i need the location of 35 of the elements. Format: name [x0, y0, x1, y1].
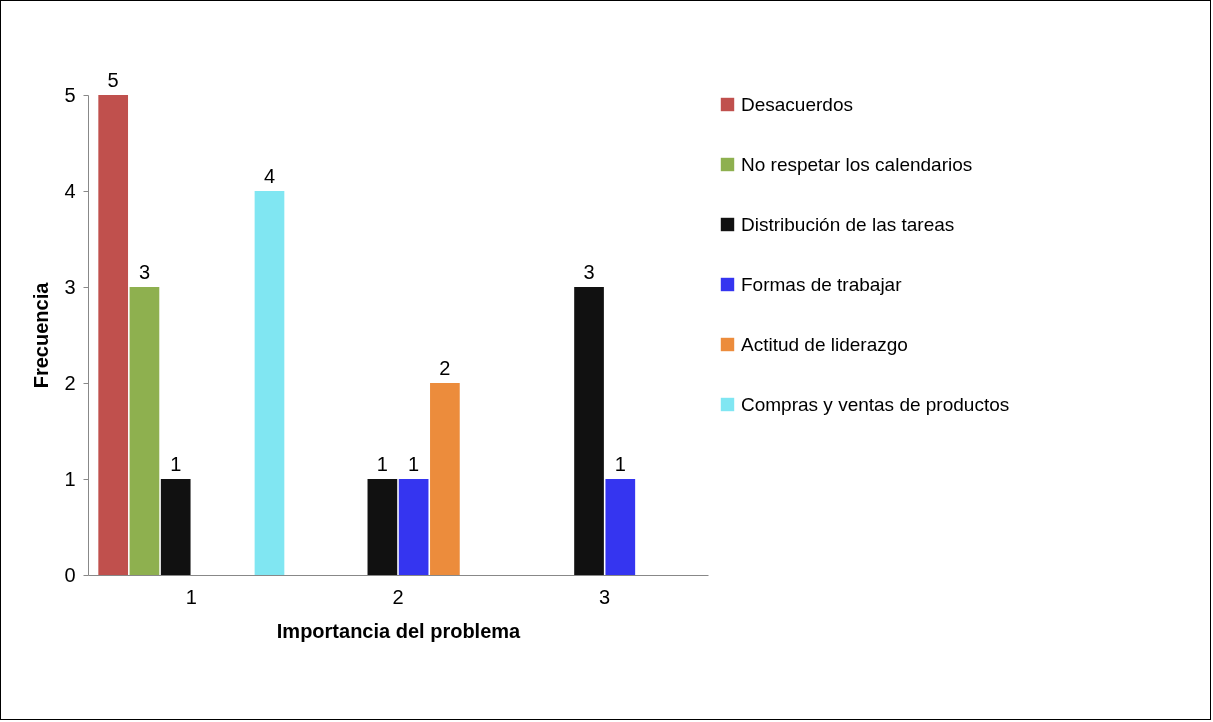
- bar: [98, 95, 129, 575]
- data-label: 1: [170, 453, 182, 475]
- legend-label: No respetar los calendarios: [741, 153, 973, 175]
- y-tick-label: 1: [64, 467, 76, 490]
- bar: [398, 479, 429, 575]
- legend-label: Actitud de liderazgo: [741, 333, 908, 355]
- x-axis-title: Importancia del problema: [276, 619, 522, 642]
- y-tick-label: 3: [64, 275, 76, 298]
- data-label: 1: [408, 453, 420, 475]
- data-label: 3: [138, 261, 151, 283]
- x-tick-label: 1: [185, 585, 197, 608]
- legend-label: Distribución de las tareas: [741, 213, 955, 235]
- bar: [254, 191, 285, 575]
- y-axis-title: Frecuencia: [30, 281, 53, 389]
- bar: [160, 479, 191, 575]
- legend-label: Desacuerdos: [741, 93, 853, 115]
- y-tick-label: 4: [64, 179, 76, 202]
- bar: [574, 287, 604, 575]
- legend-label: Compras y ventas de productos: [741, 393, 1010, 415]
- bar: [367, 479, 398, 575]
- x-tick-label: 2: [392, 585, 404, 608]
- y-tick-label: 5: [64, 83, 76, 106]
- x-tick-label: 3: [599, 585, 611, 608]
- data-label: 3: [583, 261, 595, 283]
- data-label: 2: [439, 357, 451, 379]
- data-label: 1: [376, 453, 388, 475]
- data-label: 5: [107, 69, 119, 91]
- data-label: 1: [614, 453, 626, 475]
- data-label: 4: [263, 165, 276, 187]
- bar: [605, 479, 636, 575]
- bar: [430, 383, 460, 575]
- legend-label: Formas de trabajar: [741, 273, 903, 295]
- y-tick-label: 2: [64, 371, 76, 394]
- y-tick-label: 0: [64, 563, 76, 586]
- bar: [129, 287, 160, 575]
